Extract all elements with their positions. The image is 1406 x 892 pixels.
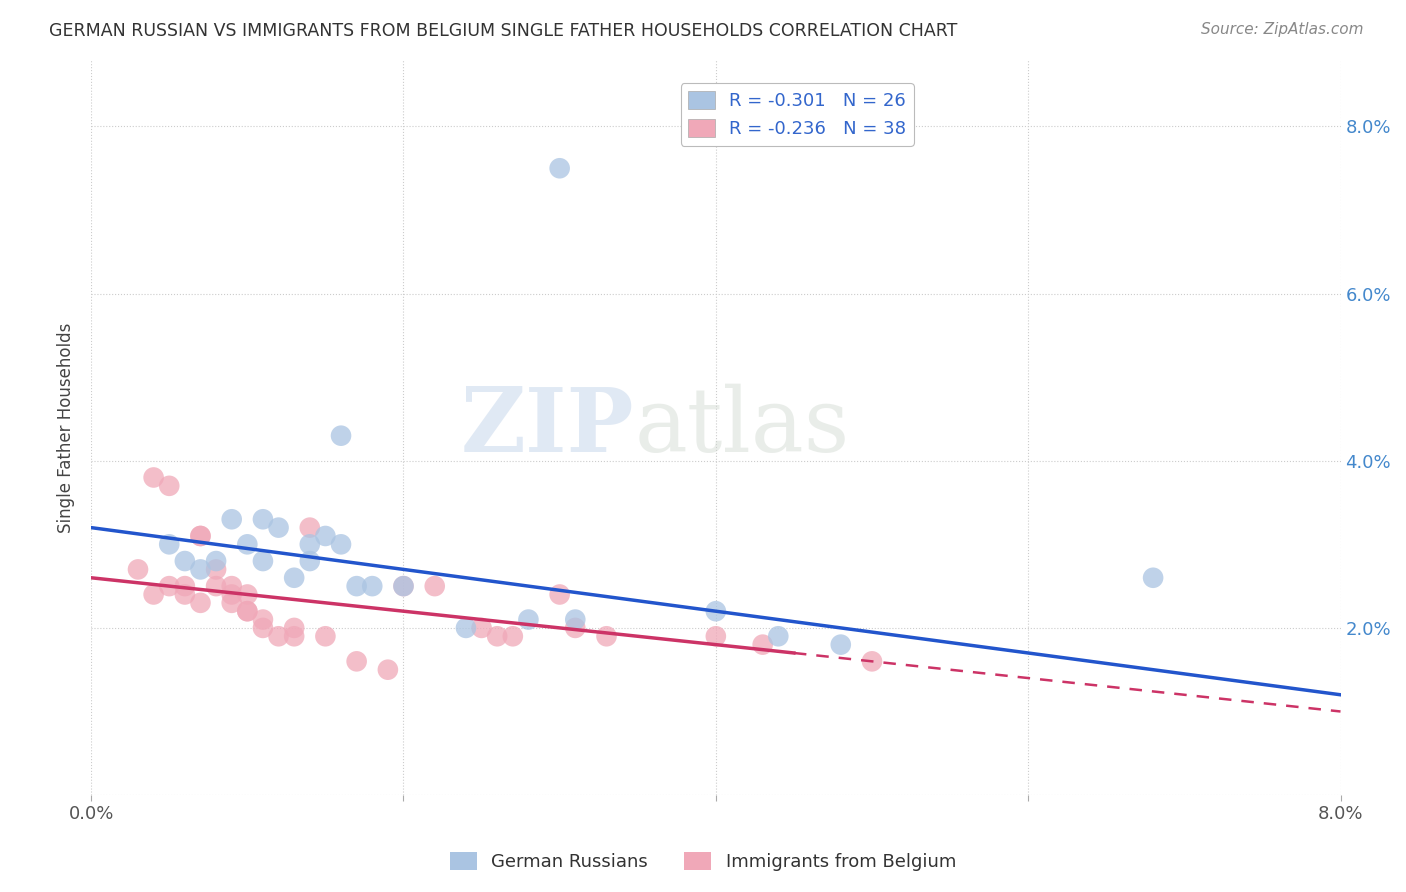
Point bbox=[267, 629, 290, 643]
Point bbox=[830, 638, 852, 652]
Point bbox=[314, 529, 336, 543]
Point bbox=[221, 512, 243, 526]
Point bbox=[283, 629, 305, 643]
Point bbox=[252, 613, 274, 627]
Point bbox=[173, 554, 195, 568]
Point bbox=[205, 562, 228, 576]
Point bbox=[173, 587, 195, 601]
Point bbox=[173, 579, 195, 593]
Legend: German Russians, Immigrants from Belgium: German Russians, Immigrants from Belgium bbox=[443, 845, 963, 879]
Point bbox=[595, 629, 617, 643]
Point bbox=[157, 479, 180, 493]
Point bbox=[361, 579, 384, 593]
Point bbox=[392, 579, 415, 593]
Point bbox=[236, 587, 259, 601]
Point bbox=[564, 621, 586, 635]
Text: GERMAN RUSSIAN VS IMMIGRANTS FROM BELGIUM SINGLE FATHER HOUSEHOLDS CORRELATION C: GERMAN RUSSIAN VS IMMIGRANTS FROM BELGIU… bbox=[49, 22, 957, 40]
Point bbox=[190, 529, 212, 543]
Point bbox=[190, 562, 212, 576]
Point bbox=[423, 579, 446, 593]
Point bbox=[502, 629, 524, 643]
Point bbox=[221, 587, 243, 601]
Point bbox=[267, 521, 290, 535]
Text: ZIP: ZIP bbox=[461, 384, 634, 471]
Point bbox=[221, 579, 243, 593]
Y-axis label: Single Father Households: Single Father Households bbox=[58, 322, 75, 533]
Point bbox=[283, 571, 305, 585]
Point bbox=[346, 654, 368, 668]
Point bbox=[236, 537, 259, 551]
Point bbox=[751, 638, 773, 652]
Point bbox=[157, 537, 180, 551]
Point bbox=[346, 579, 368, 593]
Point bbox=[298, 521, 321, 535]
Point bbox=[252, 554, 274, 568]
Point bbox=[190, 596, 212, 610]
Point bbox=[205, 579, 228, 593]
Point bbox=[205, 554, 228, 568]
Point bbox=[314, 629, 336, 643]
Point bbox=[704, 629, 727, 643]
Point bbox=[471, 621, 494, 635]
Point bbox=[548, 587, 571, 601]
Text: Source: ZipAtlas.com: Source: ZipAtlas.com bbox=[1201, 22, 1364, 37]
Point bbox=[142, 587, 165, 601]
Point bbox=[221, 596, 243, 610]
Point bbox=[860, 654, 883, 668]
Point bbox=[377, 663, 399, 677]
Point bbox=[157, 579, 180, 593]
Point bbox=[252, 621, 274, 635]
Point bbox=[392, 579, 415, 593]
Point bbox=[517, 613, 540, 627]
Point bbox=[127, 562, 149, 576]
Point bbox=[486, 629, 509, 643]
Point bbox=[564, 613, 586, 627]
Text: atlas: atlas bbox=[634, 384, 849, 471]
Point bbox=[704, 604, 727, 618]
Point bbox=[236, 604, 259, 618]
Point bbox=[330, 428, 353, 442]
Point bbox=[548, 161, 571, 176]
Point bbox=[236, 604, 259, 618]
Point bbox=[298, 554, 321, 568]
Point bbox=[190, 529, 212, 543]
Point bbox=[330, 537, 353, 551]
Point bbox=[768, 629, 790, 643]
Point bbox=[1142, 571, 1164, 585]
Point bbox=[283, 621, 305, 635]
Point bbox=[298, 537, 321, 551]
Point bbox=[142, 470, 165, 484]
Point bbox=[454, 621, 477, 635]
Point bbox=[252, 512, 274, 526]
Legend: R = -0.301   N = 26, R = -0.236   N = 38: R = -0.301 N = 26, R = -0.236 N = 38 bbox=[681, 83, 914, 145]
